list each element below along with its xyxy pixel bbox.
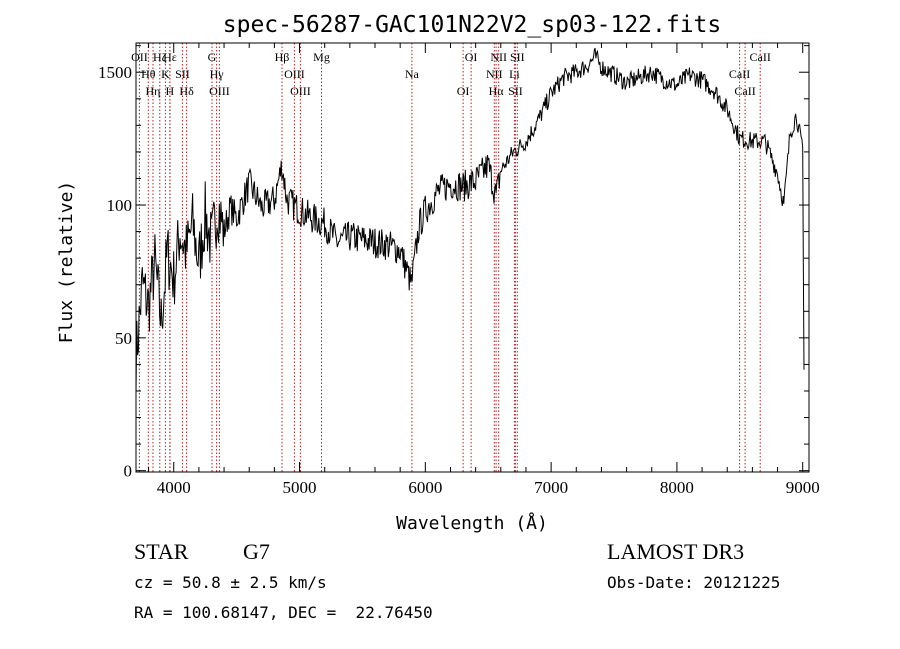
y-tick-label: 100 bbox=[107, 196, 133, 215]
y-tick-label: 0 bbox=[124, 462, 133, 481]
spectral-line-label: OIII bbox=[290, 84, 311, 98]
spectral-line-label: OI bbox=[465, 50, 478, 64]
survey-label: LAMOST DR3 bbox=[607, 539, 745, 564]
x-tick-label: 4000 bbox=[157, 478, 191, 497]
spectral-line-label: Hα bbox=[489, 84, 505, 98]
spectral-line-label: OIII bbox=[209, 84, 230, 98]
spectrum-line bbox=[135, 47, 805, 394]
spectral-line-label: Mg bbox=[313, 50, 330, 64]
spectral-line-label: H bbox=[165, 84, 174, 98]
spectral-line-label: SII bbox=[510, 50, 525, 64]
subclass-label: G7 bbox=[243, 539, 270, 564]
y-axis-label: Flux (relative) bbox=[56, 181, 77, 344]
spectral-line-label: OIII bbox=[284, 67, 305, 81]
class-label: STAR bbox=[134, 539, 189, 564]
x-axis-label: Wavelength (Å) bbox=[396, 512, 548, 534]
redshift-text: cz = 50.8 ± 2.5 km/s bbox=[134, 573, 327, 592]
x-tick-label: 6000 bbox=[408, 478, 442, 497]
spectral-line-label: K bbox=[161, 67, 170, 81]
spectral-line-label: CaII bbox=[729, 67, 750, 81]
spectral-line-label: CaII bbox=[734, 84, 755, 98]
spectral-line-label: Hζ bbox=[153, 50, 167, 64]
spectral-line-label: G bbox=[208, 50, 217, 64]
spectral-line-label: Na bbox=[405, 67, 420, 81]
y-tick-label: 1500 bbox=[98, 63, 132, 82]
spectral-line-label: SII bbox=[508, 84, 523, 98]
axis-ticks: 4000 5000 6000 7000 8000 9000 0 50 100 1500 bbox=[98, 43, 820, 497]
spectral-line-label: NII bbox=[490, 50, 507, 64]
spectral-line-label: Hγ bbox=[210, 67, 225, 81]
spectral-line-label: OI bbox=[457, 84, 470, 98]
chart-title: spec-56287-GAC101N22V2_sp03-122.fits bbox=[223, 12, 722, 38]
spectral-line-label: Hδ bbox=[179, 84, 194, 98]
spectral-line-label: Hε bbox=[163, 50, 177, 64]
spectral-line-label: Hθ bbox=[141, 67, 156, 81]
x-tick-label: 9000 bbox=[786, 478, 820, 497]
spectral-line-label: Hβ bbox=[275, 50, 290, 64]
plot-frame bbox=[135, 42, 810, 473]
y-tick-label: 50 bbox=[115, 329, 132, 348]
spectral-line-label: NII bbox=[486, 67, 503, 81]
x-tick-label: 8000 bbox=[660, 478, 694, 497]
spectral-line-label: Li bbox=[509, 67, 520, 81]
spectral-line-label: OII bbox=[131, 50, 148, 64]
spectral-line-label: Hη bbox=[146, 84, 161, 98]
spectral-line-label: SII bbox=[175, 67, 190, 81]
spectral-line-label: CaII bbox=[750, 50, 771, 64]
spectral-line-labels: OII Hθ Hη Hζ KH Hε SII Hδ G Hγ OIII Hβ OIII OIII Mg Na O… bbox=[131, 50, 771, 98]
obs-date-text: Obs-Date: 20121225 bbox=[607, 573, 781, 592]
coordinates-text: RA = 100.68147, DEC = 22.76450 bbox=[134, 603, 433, 622]
spectral-line-markers bbox=[138, 43, 761, 472]
x-tick-label: 5000 bbox=[283, 478, 317, 497]
x-tick-label: 7000 bbox=[534, 478, 568, 497]
